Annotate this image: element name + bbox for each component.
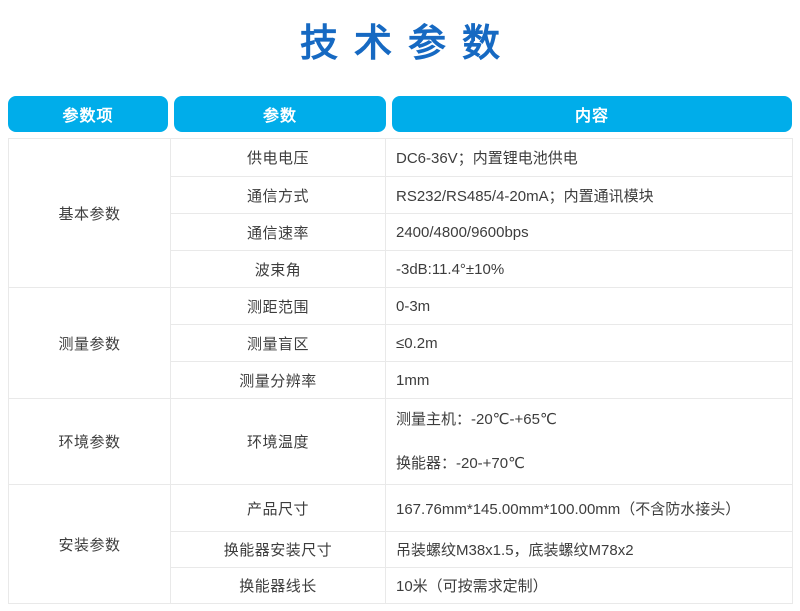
- table-row: 安装参数 产品尺寸 167.76mm*145.00mm*100.00mm（不含防…: [8, 484, 793, 604]
- table-row: 换能器线长 10米（可按需求定制）: [9, 567, 793, 604]
- table-row: 基本参数 供电电压 DC6-36V；内置锂电池供电: [8, 138, 793, 288]
- content-cell: 167.76mm*145.00mm*100.00mm（不含防水接头）: [385, 484, 793, 532]
- page-title: 技术参数: [299, 23, 516, 65]
- param-cell: 环境温度: [170, 398, 386, 485]
- param-cell: 换能器线长: [170, 567, 386, 604]
- content-cell: 吊装螺纹M38x1.5，底装螺纹M78x2: [385, 531, 793, 568]
- content-cell: 1mm: [385, 361, 793, 399]
- param-cell: 通信方式: [170, 176, 386, 214]
- param-cell: 产品尺寸: [170, 484, 386, 532]
- content-cell: 测量主机：-20℃-+65℃ 换能器：-20-+70℃: [385, 398, 793, 485]
- param-cell: 波束角: [170, 250, 386, 288]
- spec-table: 基本参数 供电电压 DC6-36V；内置锂电池供电 通信方式 RS232/RS4…: [8, 138, 793, 604]
- header-cell-content: 内容: [392, 96, 792, 132]
- content-cell: RS232/RS485/4-20mA；内置通讯模块: [385, 176, 793, 214]
- group-label-environment: 环境参数: [8, 398, 171, 485]
- table-row: 环境参数 环境温度 测量主机：-20℃-+65℃ 换能器：-20-+70℃: [8, 398, 793, 485]
- param-cell: 测距范围: [170, 287, 386, 325]
- content-cell: -3dB:11.4°±10%: [385, 250, 793, 288]
- table-row: 通信方式 RS232/RS485/4-20mA；内置通讯模块: [9, 176, 793, 214]
- table-header-row: 参数项 参数 内容: [8, 96, 792, 132]
- param-cell: 通信速率: [170, 213, 386, 251]
- table-row: 换能器安装尺寸 吊装螺纹M38x1.5，底装螺纹M78x2: [9, 531, 793, 568]
- content-cell: 10米（可按需求定制）: [385, 567, 793, 604]
- group-label-installation: 安装参数: [8, 484, 171, 604]
- content-cell: 0-3m: [385, 287, 793, 325]
- table-row: 波束角 -3dB:11.4°±10%: [9, 250, 793, 288]
- content-line-transducer-temp: 换能器：-20-+70℃: [396, 455, 525, 472]
- table-row: 通信速率 2400/4800/9600bps: [9, 213, 793, 251]
- param-cell: 测量盲区: [170, 324, 386, 362]
- table-row: 测量盲区 ≤0.2m: [9, 324, 793, 362]
- param-cell: 供电电压: [170, 138, 386, 177]
- table-row: 测量分辨率 1mm: [9, 361, 793, 399]
- param-cell: 测量分辨率: [170, 361, 386, 399]
- group-label-basic: 基本参数: [8, 138, 171, 288]
- table-row: 测量参数 测距范围 0-3m: [8, 287, 793, 399]
- header-cell-parameter: 参数: [174, 96, 386, 132]
- content-cell: 2400/4800/9600bps: [385, 213, 793, 251]
- param-cell: 换能器安装尺寸: [170, 531, 386, 568]
- group-label-measurement: 测量参数: [8, 287, 171, 399]
- content-line-host-temp: 测量主机：-20℃-+65℃: [396, 411, 557, 428]
- content-cell: DC6-36V；内置锂电池供电: [385, 138, 793, 177]
- content-cell: ≤0.2m: [385, 324, 793, 362]
- header-cell-parameter-item: 参数项: [8, 96, 168, 132]
